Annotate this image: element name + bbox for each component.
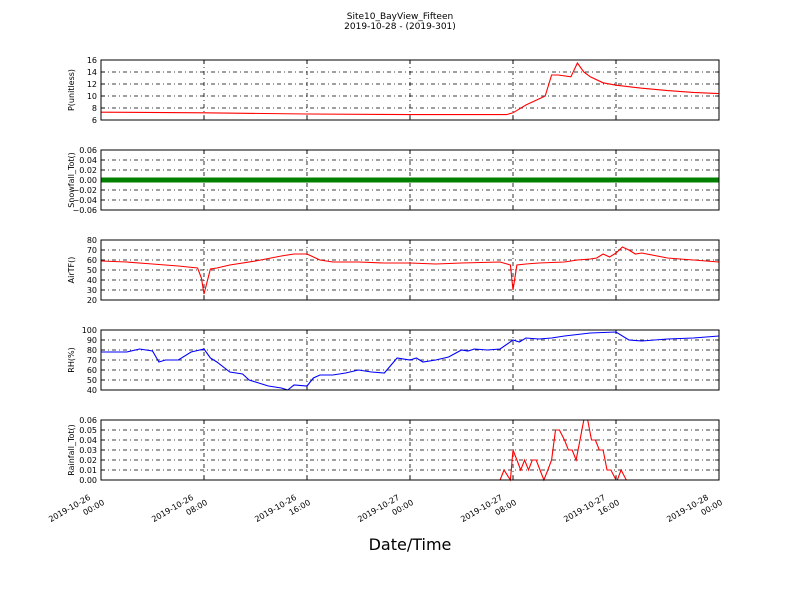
chart-subtitle: 2019-10-28 - (2019-301) [344,22,456,32]
y-axis-label: Snowfall_Tot() [67,152,76,208]
series-line [100,246,720,295]
series-line [100,61,720,116]
y-tick-label: 80 [87,346,97,355]
y-tick-label: 70 [87,356,97,365]
y-tick-label: 12 [87,80,97,89]
y-tick-label: 100 [82,326,97,335]
x-axis-label: Date/Time [369,535,452,554]
panel-frame [100,329,720,391]
panel-frame [100,59,720,121]
panel-1: 6 8 10 12 14 16 P(unitless) [67,56,720,125]
y-tick-label: −0.02 [72,186,97,195]
panel-5: 0.000.010.020.030.040.050.06Rainfall_Tot… [67,416,720,485]
chart-title: Site10_BayView_Fifteen [347,12,453,22]
y-axis-label: AirTF() [67,257,76,284]
panel-2: −0.06−0.04−0.020.000.020.040.06Snowfall_… [67,146,720,215]
y-tick-label: 0.00 [79,176,97,185]
panel-frame [100,419,720,481]
panel-frame [100,239,720,301]
y-tick-label: 50 [87,266,97,275]
y-tick-label: 16 [87,56,97,65]
y-tick-label: 70 [87,246,97,255]
y-axis-label: RH(%) [67,347,76,372]
y-tick-label: 6 [92,116,97,125]
y-tick-label: 14 [87,68,97,77]
y-tick-label: 60 [87,366,97,375]
y-tick-label: 0.05 [79,426,97,435]
y-tick-label: 80 [87,236,97,245]
y-tick-label: 0.01 [79,466,97,475]
panel-frame [100,149,720,211]
y-tick-label: 40 [87,276,97,285]
y-tick-label: 0.04 [79,436,97,445]
y-tick-label: 0.00 [79,476,97,485]
y-tick-label: 0.03 [79,446,97,455]
y-tick-label: 30 [87,286,97,295]
panels: 6810121416P(unitless)−0.06−0.04−0.020.00… [67,56,720,485]
y-tick-label: 10 [87,92,97,101]
y-tick-label: 8 [92,104,97,113]
y-tick-label: 0.06 [79,416,97,425]
y-tick-label: 0.04 [79,156,97,165]
y-axis-label: P(unitless) [67,69,76,111]
series-line [101,331,720,391]
y-tick-label: −0.06 [72,206,97,215]
y-tick-label: 0.06 [79,146,97,155]
y-tick-label: 0.02 [79,166,97,175]
y-tick-label: 50 [87,376,97,385]
y-tick-label: 90 [87,336,97,345]
series-line [101,419,719,482]
y-tick-label: 20 [87,296,97,305]
y-tick-label: −0.04 [72,196,97,205]
y-tick-label: 60 [87,256,97,265]
y-tick-label: 0.02 [79,456,97,465]
y-axis-label: Rainfall_Tot() [67,424,76,476]
y-tick-label: 40 [87,386,97,395]
